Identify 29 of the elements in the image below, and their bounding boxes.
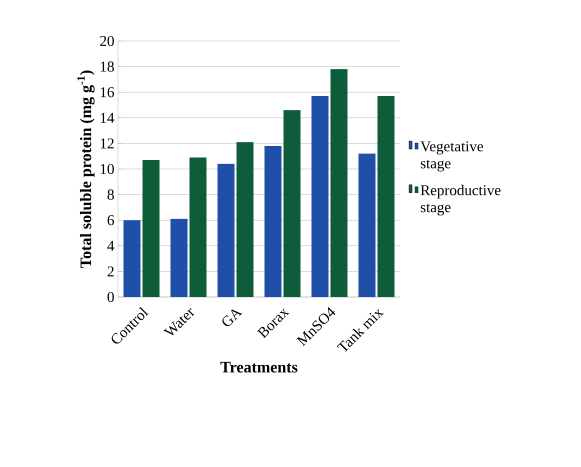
bar	[283, 110, 300, 297]
bar	[170, 218, 188, 297]
y-tick-label: 16	[100, 87, 114, 98]
y-tick-label: 4	[107, 240, 114, 251]
bar	[218, 164, 234, 297]
legend-label: Reproductive stage	[420, 184, 501, 216]
y-tick-label: 14	[100, 112, 114, 123]
y-tick-label: 20	[100, 36, 114, 46]
y-tick-label: 12	[100, 138, 114, 148]
y-tick-label: 18	[100, 62, 114, 72]
bar	[190, 157, 206, 297]
bar	[377, 96, 394, 297]
y-tick-label: 0	[108, 292, 114, 302]
y-axis-title: Total soluble protein (mg g$^{-1}$)	[77, 70, 95, 268]
x-axis-title: Treatments	[220, 362, 298, 373]
legend-label: Vegetative stage	[420, 141, 484, 172]
y-tick-label: 2	[108, 266, 114, 276]
bar	[124, 220, 141, 297]
y-tick-label: 6	[108, 215, 114, 226]
bar	[358, 154, 376, 297]
y-tick-label: 10	[100, 164, 114, 174]
bar	[330, 69, 348, 297]
bar	[236, 142, 254, 297]
x-tick-label: GA	[222, 309, 242, 326]
bar	[311, 96, 328, 297]
bar	[264, 146, 282, 297]
x-tick-label: Tank mix	[336, 308, 384, 352]
y-tick-label: 8	[108, 190, 114, 200]
bar	[142, 160, 160, 297]
